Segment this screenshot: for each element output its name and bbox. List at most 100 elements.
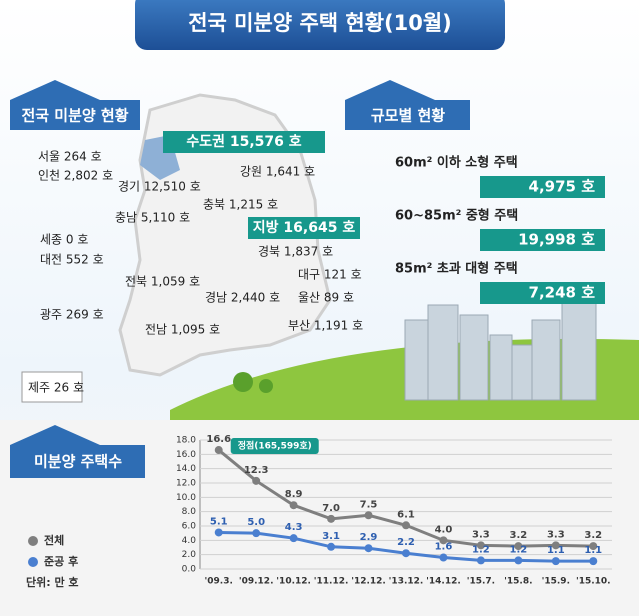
point [252,476,261,485]
size-value: 19,998 호 [518,231,595,249]
title-banner [135,0,505,50]
capital-total: 수도권 15,576 호 [186,134,301,150]
region-label: 경남 2,440 호 [205,291,280,305]
y-tick-label: 4.0 [182,536,197,546]
data-label: 3.1 [322,531,340,542]
point [402,549,410,558]
point [589,557,598,566]
data-label: 4.3 [285,522,303,533]
y-tick-label: 18.0 [176,436,196,446]
legend-label: 준공 후 [44,554,78,568]
size-name: 60~85m² 중형 주택 [395,208,518,224]
data-label: 4.0 [435,524,453,535]
size-name: 85m² 초과 대형 주택 [395,261,518,277]
section-label: 전국 미분양 현황 [21,107,128,125]
region-label: 대구 121 호 [298,268,362,282]
region-label: 충남 5,110 호 [115,211,190,225]
data-label: 2.2 [397,537,415,548]
x-tick-label: '10.12. [276,577,311,587]
point [514,542,523,551]
data-label: 3.3 [472,529,490,540]
region-label: 전북 1,059 호 [125,275,200,289]
y-tick-label: 10.0 [176,493,196,503]
point [327,514,336,523]
section-tag [10,80,140,130]
y-tick-label: 12.0 [176,479,196,489]
legend-marker [28,557,38,567]
x-tick-label: '15.8. [504,577,532,587]
point [252,529,261,538]
region-label: 경북 1,837 호 [258,245,333,259]
data-label: 5.1 [210,516,228,527]
section-tag [345,80,470,130]
data-label: 7.5 [360,499,378,510]
local-total: 지방 16,645 호 [253,219,356,236]
size-box [480,229,605,251]
legend-marker [28,536,38,546]
section-tag [10,425,145,478]
legend-label: 전체 [44,533,64,547]
x-tick-label: '15.9. [542,577,570,587]
unit: 단위: 만 호 [26,575,79,589]
x-tick-label: '12.12. [351,577,386,587]
point [327,542,336,551]
point [476,541,485,550]
tree [233,372,253,392]
point [214,528,223,537]
x-tick-label: '13.12. [389,577,424,587]
data-label: 1.1 [547,545,565,556]
buildings [404,299,597,401]
data-label: 16.6 [206,434,231,445]
title: 전국 미분양 주택 현황(10월) [188,11,452,35]
region-label: 경기 12,510 호 [118,180,201,194]
point [589,542,598,551]
point [476,556,485,565]
data-label: 8.9 [285,489,303,500]
point [289,501,298,510]
data-label: 3.3 [547,529,565,540]
annotation-box [230,438,319,454]
size-value: 4,975 호 [529,178,596,196]
data-label: 3.2 [510,530,528,541]
data-label: 5.0 [247,517,265,528]
size-name: 60m² 이하 소형 주택 [395,155,518,171]
data-label: 1.1 [584,545,602,556]
point [439,553,448,562]
y-tick-label: 0.0 [182,565,197,575]
section-label: 미분양 주택수 [34,453,122,471]
point [551,557,560,566]
data-label: 1.6 [435,542,453,553]
point [514,556,523,565]
jeju-box [21,371,83,403]
data-label: 12.3 [244,465,269,476]
point [402,521,410,530]
region-label: 제주 26 호 [28,381,84,395]
point [214,446,223,455]
data-label: 2.9 [360,532,378,543]
region-label: 서울 264 호 [38,150,102,164]
region-label: 강원 1,641 호 [240,165,315,179]
x-tick-label: '15.10. [576,577,611,587]
y-tick-label: 8.0 [182,507,197,517]
point [439,536,448,545]
region-label: 세종 0 호 [40,233,88,247]
region-label: 광주 269 호 [40,308,104,322]
data-label: 3.2 [584,530,602,541]
data-label: 1.2 [472,544,490,555]
region-label: 전남 1,095 호 [145,323,220,337]
point [364,544,373,553]
data-label: 1.2 [510,544,528,555]
section-label: 규모별 현황 [371,107,445,125]
y-tick-label: 14.0 [176,464,196,474]
y-tick-label: 6.0 [182,522,197,532]
data-label: 7.0 [322,503,340,514]
y-tick-label: 16.0 [176,450,196,460]
point [364,511,373,520]
size-box [480,282,605,304]
x-tick-label: '14.12. [426,577,461,587]
local-box [248,217,360,239]
data-label: 6.1 [397,509,415,520]
region-label: 부산 1,191 호 [288,319,363,333]
annotation: 정점(165,599호) [238,440,312,452]
